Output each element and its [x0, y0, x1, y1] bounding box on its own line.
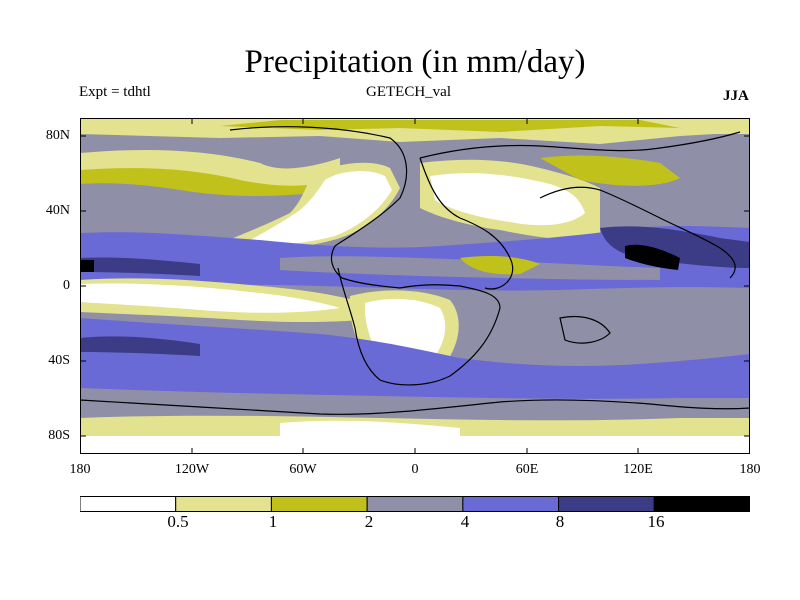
lat-label-40n: 40N [45, 203, 70, 218]
africa-dry-zone [430, 173, 585, 226]
map-title: Precipitation (in mm/day) [244, 44, 586, 80]
na-dry-zone [230, 171, 392, 250]
eurasia-north-outline [419, 131, 741, 159]
equatorial-gray [280, 256, 660, 280]
southern-ocean-gray [80, 388, 750, 418]
asia-mid-zone [540, 155, 680, 186]
south-pacific-dry [80, 283, 340, 313]
colorbar-swatch-0 [80, 496, 177, 512]
colorbar-label-2: 2 [364, 512, 374, 531]
india-outline [559, 315, 611, 344]
colorbar-swatch-6 [653, 496, 750, 512]
south-midlat-dark [80, 336, 200, 356]
continent-outlines [80, 126, 750, 415]
colorbar-label-8: 8 [555, 512, 565, 531]
north-pacific-light [80, 150, 340, 193]
pacific-max [80, 260, 94, 272]
colorbar-swatch-2 [270, 496, 368, 512]
lon-label-180e: 180 [739, 462, 761, 477]
experiment-label: Expt = tdhtl [79, 84, 151, 100]
lon-label-60e: 60E [515, 462, 539, 477]
monsoon-max [625, 244, 680, 270]
south-midlat-wet [80, 318, 750, 418]
precipitation-map [80, 118, 750, 454]
antarctic-dry-2 [280, 420, 460, 440]
colorbar-label-4: 4 [460, 512, 470, 531]
lat-label-80s: 80S [48, 428, 70, 443]
dataset-label: GETECH_val [366, 84, 451, 100]
lon-label-180w: 180 [69, 462, 91, 477]
antarctic-dry [80, 436, 750, 454]
africa-outline [419, 157, 514, 290]
lat-label-80n: 80N [45, 128, 70, 143]
asia-south-outline [539, 186, 736, 279]
lon-label-60w: 60W [289, 462, 317, 477]
colorbar-swatch-5 [558, 496, 655, 512]
colorbar [80, 496, 750, 512]
lon-label-0: 0 [411, 462, 419, 477]
colorbar-swatch-1 [175, 496, 272, 512]
axis-ticks [80, 118, 750, 454]
itcz-dark-east [600, 226, 750, 268]
africa-wet-edge [460, 256, 540, 275]
lon-label-120w: 120W [174, 462, 210, 477]
lat-label-40s: 40S [48, 353, 70, 368]
antarctica-outline [80, 399, 750, 415]
itcz-dark-west [80, 257, 200, 276]
season-label: JJA [723, 88, 749, 104]
colorbar-swatch-4 [462, 496, 560, 512]
lat-label-0: 0 [63, 278, 70, 293]
lon-label-120e: 120E [623, 462, 653, 477]
colorbar-swatch-3 [366, 496, 464, 512]
colorbar-label-0-5: 0.5 [167, 512, 189, 531]
colorbar-label-1: 1 [268, 512, 278, 531]
north-pacific-mid [80, 168, 340, 196]
americas-outline [229, 126, 501, 386]
colorbar-label-16: 16 [647, 512, 665, 531]
